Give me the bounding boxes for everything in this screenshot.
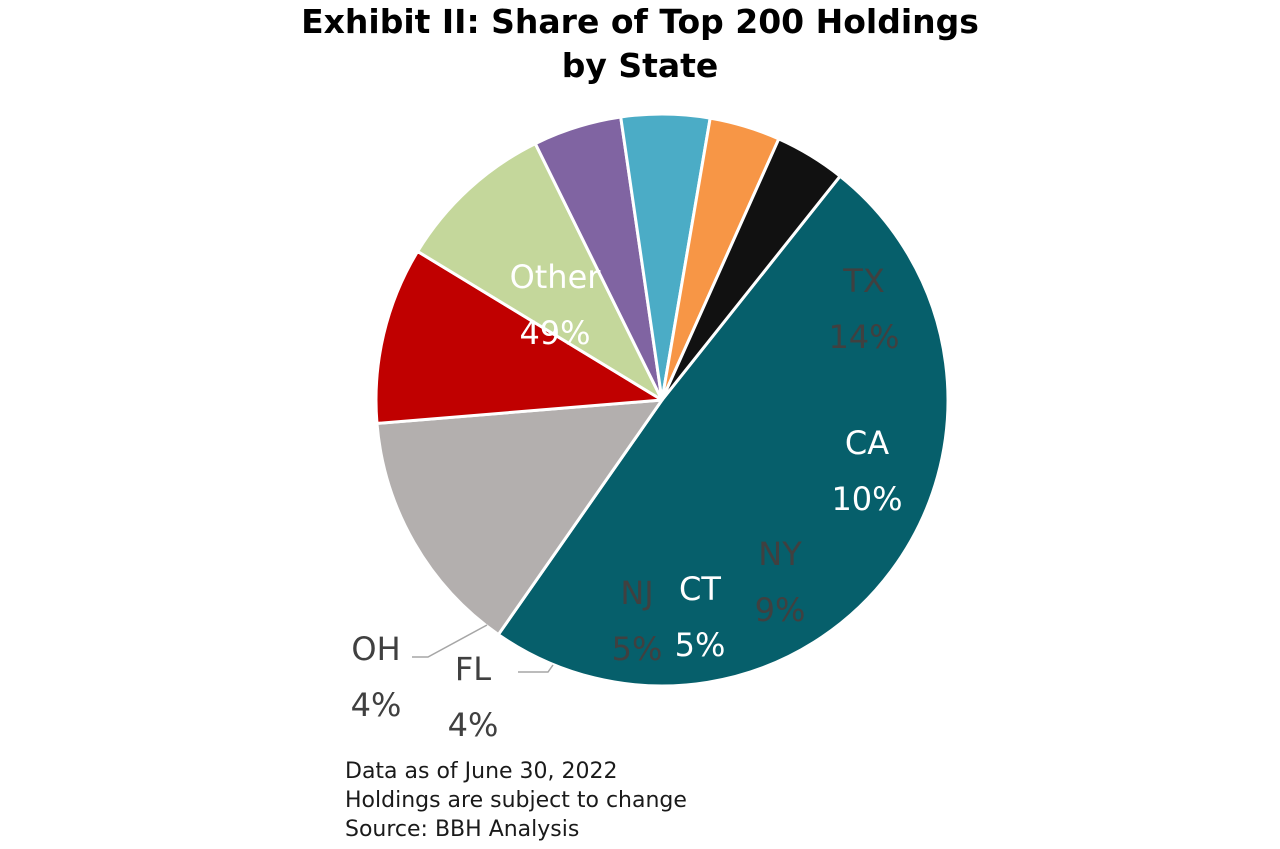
chart-title-line-1: Exhibit II: Share of Top 200 Holdings bbox=[301, 2, 979, 41]
slice-value-ny: 9% bbox=[755, 591, 806, 629]
pie-slice-ca bbox=[374, 249, 664, 425]
slice-label-other: Other bbox=[510, 258, 602, 296]
slice-label-nj: NJ bbox=[620, 574, 653, 612]
slice-label-ca: CA bbox=[845, 424, 889, 462]
pie-slice-tx bbox=[375, 398, 664, 637]
chart-title: Exhibit II: Share of Top 200 Holdings by… bbox=[0, 0, 1280, 88]
slice-label-ny: NY bbox=[758, 535, 802, 573]
leader-line-fl bbox=[518, 664, 554, 673]
leader-line-oh bbox=[412, 624, 488, 658]
slice-value-ct: 5% bbox=[675, 626, 726, 664]
slice-value-fl: 4% bbox=[448, 706, 499, 744]
slice-value-oh: 4% bbox=[351, 686, 402, 724]
slice-value-nj: 5% bbox=[612, 630, 663, 668]
slice-value-other: 49% bbox=[519, 314, 590, 352]
slice-label-oh: OH bbox=[351, 630, 400, 668]
note-disclaimer: Holdings are subject to change bbox=[345, 788, 687, 813]
slice-label-tx: TX bbox=[842, 262, 884, 300]
note-source: Source: BBH Analysis bbox=[345, 817, 580, 842]
slice-value-ca: 10% bbox=[831, 480, 902, 518]
leader-lines bbox=[412, 624, 554, 673]
pie-slice-ny bbox=[416, 142, 664, 402]
chart-title-line-2: by State bbox=[561, 46, 719, 85]
slice-value-tx: 14% bbox=[828, 318, 899, 356]
note-date: Data as of June 30, 2022 bbox=[345, 759, 618, 784]
pie-slices bbox=[374, 112, 950, 688]
slice-label-fl: FL bbox=[455, 650, 491, 688]
chart-notes: Data as of June 30, 2022 Holdings are su… bbox=[345, 757, 687, 844]
slice-labels: Other 49% TX 14% CA 10% NY 9% CT 5% NJ 5% FL 4% OH 4% bbox=[351, 258, 903, 744]
pie-slice-oh bbox=[660, 137, 842, 402]
slice-label-ct: CT bbox=[679, 570, 721, 608]
pie-slice-other bbox=[496, 174, 950, 688]
